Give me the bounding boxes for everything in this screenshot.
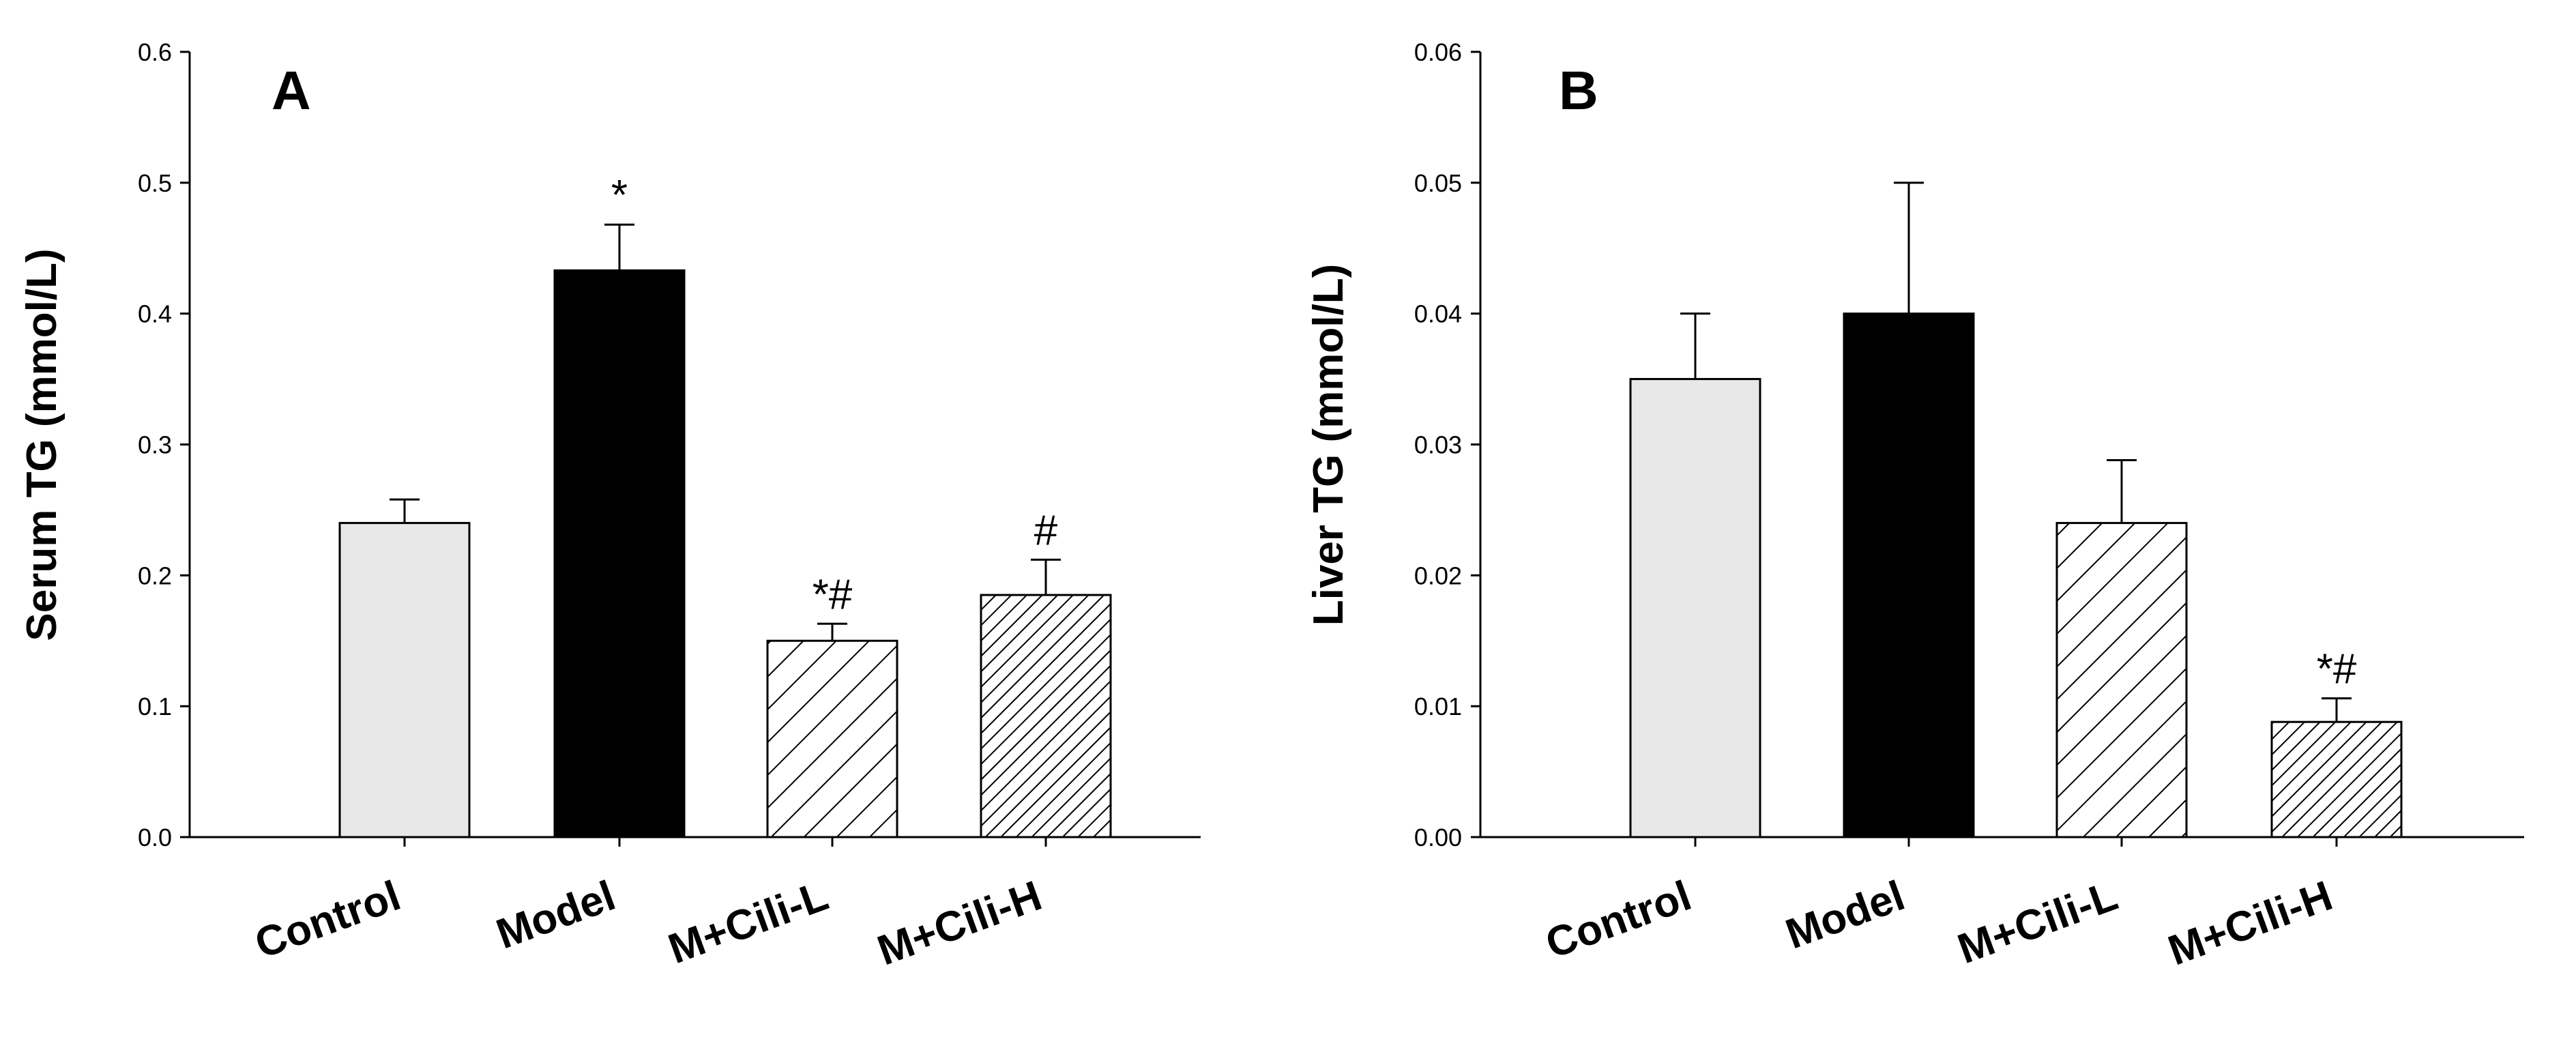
panel-a-bar-m-cili-l [766, 639, 898, 838]
panel-a-y-tick-label: 0.4 [138, 300, 172, 328]
panel-a-y-tick-label: 0.2 [138, 561, 172, 589]
panel-b-category-label-model: Model [1780, 872, 1911, 958]
panel-b-category-label-m-cili-l: M+Cili-L [1952, 872, 2124, 973]
panel-a-y-tick-label: 0.5 [138, 169, 172, 197]
panel-b-bar-m-cili-h [2270, 720, 2403, 838]
panel-a-bar-control [338, 522, 471, 838]
panel-b-letter: B [1559, 60, 1598, 121]
panel-a-letter: A [272, 60, 311, 121]
panel-b-bar-model [1843, 312, 1975, 838]
panel-a-bar-m-cili-h [980, 594, 1112, 838]
panel-b-significance-m-cili-h: *# [2317, 646, 2357, 693]
panel-b-y-tick-label: 0.04 [1414, 300, 1462, 328]
panel-b-y-tick-label: 0.05 [1414, 169, 1462, 197]
panel-a-bar-model [553, 269, 686, 838]
panel-b-liver-tg: 0.00 0.01 0.02 0.03 0.04 0.05 0.06 Liver TG (mm… [1305, 38, 2524, 975]
panel-b-category-label-m-cili-h: M+Cili-H [2163, 872, 2339, 974]
panel-a-category-label-m-cili-l: M+Cili-L [662, 872, 834, 973]
panel-a-significance-model: * [611, 172, 628, 219]
panel-a-y-tick-label: 0.3 [138, 431, 172, 459]
panel-b-y-tick-label: 0.02 [1414, 561, 1462, 589]
panel-b-category-label-control: Control [1540, 872, 1697, 967]
panel-a-category-label-m-cili-h: M+Cili-H [872, 872, 1048, 974]
panel-a-category-label-control: Control [249, 872, 407, 967]
panel-b-bar-control [1629, 378, 1761, 838]
panel-b-y-axis-label: Liver TG (mmol/L) [1305, 264, 1352, 626]
panel-a-y-tick-label: 0.6 [138, 38, 172, 66]
panel-b-y-tick-label: 0.01 [1414, 692, 1462, 720]
panel-a-serum-tg: 0.0 0.1 0.2 0.3 0.4 0.5 0.6 Serum TG (mmol/L) A C… [18, 38, 1201, 975]
panel-a-y-axis-label: Serum TG (mmol/L) [18, 248, 65, 641]
panel-a-y-tick-label: 0.0 [138, 823, 172, 851]
panel-b-y-tick-label: 0.00 [1414, 823, 1462, 851]
panel-a-significance-m-cili-h: # [1034, 507, 1058, 554]
panel-a-significance-m-cili-l: *# [813, 571, 853, 618]
panel-b-bar-m-cili-l [2055, 522, 2188, 838]
panel-a-category-label-model: Model [491, 872, 621, 958]
panel-b-y-tick-label: 0.06 [1414, 38, 1462, 66]
panel-b-y-tick-label: 0.03 [1414, 431, 1462, 459]
panel-a-y-tick-label: 0.1 [138, 692, 172, 720]
